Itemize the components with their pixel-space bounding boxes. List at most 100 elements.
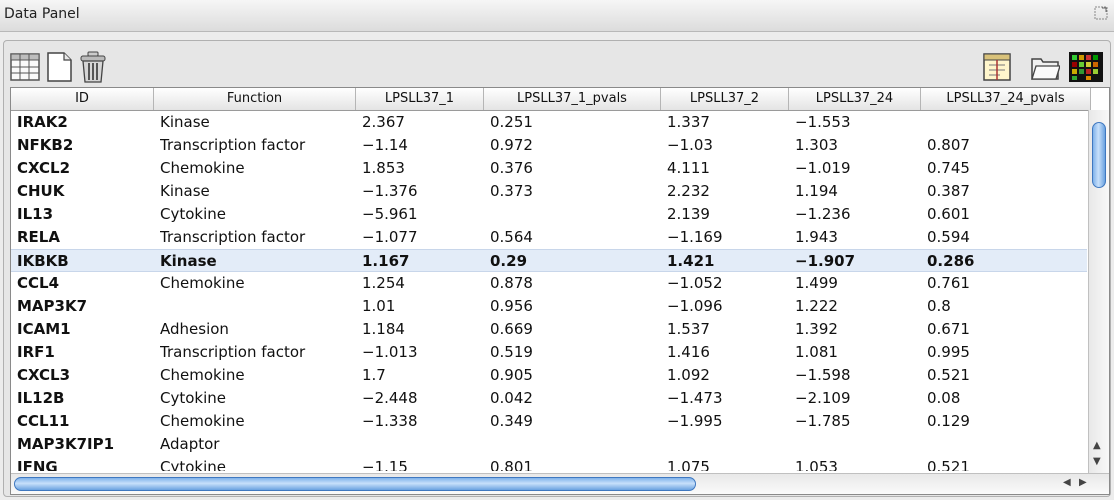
table-cell-lpsll37-1[interactable]: −1.376 — [362, 182, 418, 200]
table-cell-lpsll37-1[interactable]: 1.7 — [362, 366, 386, 384]
table-cell-lpsll37-1-pvals[interactable]: 0.669 — [490, 320, 533, 338]
scroll-right-arrow-icon[interactable]: ▶ — [1079, 477, 1087, 488]
table-cell-id[interactable]: CXCL2 — [17, 159, 71, 177]
table-cell-id[interactable]: ICAM1 — [17, 320, 71, 338]
table-cell-lpsll37-1-pvals[interactable] — [490, 433, 659, 456]
table-cell-lpsll37-1-pvals[interactable]: 0.373 — [490, 182, 533, 200]
table-row[interactable]: RELA Transcription factor −1.077 0.564 −1.16… — [11, 226, 1087, 249]
table-cell-lpsll37-1[interactable] — [362, 433, 482, 456]
scroll-left-arrow-icon[interactable]: ◀ — [1063, 477, 1071, 488]
table-cell-lpsll37-24-pvals[interactable]: 0.761 — [927, 274, 970, 292]
table-cell-lpsll37-24-pvals[interactable]: 0.601 — [927, 205, 970, 223]
table-cell-lpsll37-1-pvals[interactable]: 0.376 — [490, 159, 533, 177]
table-cell-lpsll37-24-pvals[interactable]: 0.995 — [927, 343, 970, 361]
table-cell-lpsll37-1[interactable]: −2.448 — [362, 389, 418, 407]
table-cell-lpsll37-24-pvals[interactable]: 0.8 — [927, 297, 951, 315]
table-cell-lpsll37-24[interactable]: −1.907 — [795, 252, 856, 270]
table-cell-lpsll37-1-pvals[interactable]: 0.251 — [490, 113, 533, 131]
table-cell-function[interactable]: Chemokine — [160, 366, 245, 384]
table-cell-lpsll37-1[interactable]: 1.184 — [362, 320, 405, 338]
table-cell-lpsll37-24[interactable]: 1.053 — [795, 458, 838, 471]
trash-icon[interactable] — [78, 50, 108, 84]
grid-icon[interactable] — [10, 50, 40, 84]
table-cell-lpsll37-24-pvals[interactable]: 0.286 — [927, 252, 975, 270]
table-cell-lpsll37-2[interactable]: −1.096 — [667, 297, 723, 315]
table-cell-function[interactable]: Transcription factor — [160, 343, 306, 361]
table-cell-lpsll37-1[interactable]: 1.254 — [362, 274, 405, 292]
table-cell-lpsll37-1-pvals[interactable] — [490, 203, 659, 226]
table-cell-function[interactable] — [160, 295, 354, 318]
table-cell-lpsll37-2[interactable]: −1.473 — [667, 389, 723, 407]
table-cell-lpsll37-1-pvals[interactable]: 0.349 — [490, 412, 533, 430]
table-cell-lpsll37-24-pvals[interactable]: 0.745 — [927, 159, 970, 177]
table-row[interactable]: CXCL3 Chemokine 1.7 0.905 1.092 −1.598 0.521 — [11, 364, 1087, 387]
column-header-function[interactable]: Function — [154, 88, 356, 110]
table-row[interactable]: CCL4 Chemokine 1.254 0.878 −1.052 1.499 0.761 — [11, 272, 1087, 295]
vertical-scrollbar[interactable]: ▲ ▼ — [1088, 110, 1109, 473]
table-cell-lpsll37-1-pvals[interactable]: 0.801 — [490, 458, 533, 471]
table-cell-lpsll37-24[interactable]: 1.222 — [795, 297, 838, 315]
table-cell-lpsll37-24[interactable]: 1.081 — [795, 343, 838, 361]
table-cell-function[interactable]: Chemokine — [160, 159, 245, 177]
table-cell-lpsll37-2[interactable]: −1.03 — [667, 136, 713, 154]
vertical-scroll-thumb[interactable] — [1092, 122, 1106, 188]
table-cell-lpsll37-2[interactable]: 1.416 — [667, 343, 710, 361]
column-header-lpsll37-24-pvals[interactable]: LPSLL37_24_pvals — [921, 88, 1091, 110]
table-cell-lpsll37-1-pvals[interactable]: 0.905 — [490, 366, 533, 384]
scroll-down-arrow-icon[interactable]: ▼ — [1093, 456, 1101, 467]
column-header-lpsll37-24[interactable]: LPSLL37_24 — [789, 88, 921, 110]
table-row[interactable]: IL12B Cytokine −2.448 0.042 −1.473 −2.109 0.08 — [11, 387, 1087, 410]
table-row[interactable]: MAP3K7IP1 Adaptor — [11, 433, 1087, 456]
table-row[interactable]: IRAK2 Kinase 2.367 0.251 1.337 −1.553 — [11, 111, 1087, 134]
table-cell-id[interactable]: IRAK2 — [17, 113, 68, 131]
table-cell-lpsll37-1[interactable]: 1.853 — [362, 159, 405, 177]
table-cell-id[interactable]: CHUK — [17, 182, 65, 200]
table-cell-lpsll37-1-pvals[interactable]: 0.972 — [490, 136, 533, 154]
table-cell-lpsll37-24[interactable]: 1.943 — [795, 228, 838, 246]
scroll-up-arrow-icon[interactable]: ▲ — [1093, 440, 1101, 451]
table-cell-lpsll37-1[interactable]: 1.167 — [362, 252, 410, 270]
table-cell-lpsll37-24[interactable]: −2.109 — [795, 389, 851, 407]
table-cell-id[interactable]: CXCL3 — [17, 366, 71, 384]
table-cell-lpsll37-24[interactable]: −1.236 — [795, 205, 851, 223]
table-cell-function[interactable]: Adhesion — [160, 320, 229, 338]
table-cell-lpsll37-24-pvals[interactable]: 0.521 — [927, 366, 970, 384]
table-cell-lpsll37-2[interactable]: −1.169 — [667, 228, 723, 246]
table-cell-lpsll37-1-pvals[interactable]: 0.519 — [490, 343, 533, 361]
table-cell-lpsll37-2[interactable]: 1.537 — [667, 320, 710, 338]
table-row[interactable]: IRF1 Transcription factor −1.013 0.519 1.416… — [11, 341, 1087, 364]
table-row[interactable]: NFKB2 Transcription factor −1.14 0.972 −1.03… — [11, 134, 1087, 157]
table-cell-function[interactable]: Kinase — [160, 182, 210, 200]
table-cell-function[interactable]: Kinase — [160, 252, 217, 270]
table-cell-lpsll37-2[interactable]: 2.232 — [667, 182, 710, 200]
table-cell-lpsll37-24-pvals[interactable]: 0.129 — [927, 412, 970, 430]
table-cell-lpsll37-1[interactable]: −1.14 — [362, 136, 408, 154]
table-cell-lpsll37-24-pvals[interactable]: 0.807 — [927, 136, 970, 154]
table-cell-lpsll37-24[interactable]: 1.194 — [795, 182, 838, 200]
table-cell-lpsll37-24-pvals[interactable]: 0.387 — [927, 182, 970, 200]
new-document-icon[interactable] — [44, 50, 74, 84]
table-cell-lpsll37-2[interactable]: −1.052 — [667, 274, 723, 292]
table-cell-lpsll37-24[interactable] — [795, 433, 919, 456]
table-row[interactable]: CXCL2 Chemokine 1.853 0.376 4.111 −1.019 0.745 — [11, 157, 1087, 180]
table-row[interactable]: MAP3K7 1.01 0.956 −1.096 1.222 0.8 — [11, 295, 1087, 318]
table-cell-lpsll37-1-pvals[interactable]: 0.042 — [490, 389, 533, 407]
table-cell-lpsll37-24[interactable]: 1.303 — [795, 136, 838, 154]
table-cell-lpsll37-1-pvals[interactable]: 0.878 — [490, 274, 533, 292]
folder-icon[interactable] — [1030, 50, 1060, 84]
table-cell-lpsll37-24[interactable]: −1.785 — [795, 412, 851, 430]
table-cell-lpsll37-2[interactable]: 4.111 — [667, 159, 710, 177]
column-header-lpsll37-2[interactable]: LPSLL37_2 — [661, 88, 789, 110]
table-cell-lpsll37-1[interactable]: −5.961 — [362, 205, 418, 223]
table-cell-lpsll37-24[interactable]: −1.019 — [795, 159, 851, 177]
column-header-id[interactable]: ID — [11, 88, 154, 110]
horizontal-scroll-thumb[interactable] — [14, 477, 696, 491]
table-cell-lpsll37-2[interactable] — [667, 433, 787, 456]
table-cell-id[interactable]: CCL4 — [17, 274, 60, 292]
heatmap-icon[interactable] — [1068, 50, 1104, 84]
table-row[interactable]: CHUK Kinase −1.376 0.373 2.232 1.194 0.387 — [11, 180, 1087, 203]
table-cell-lpsll37-24[interactable]: −1.553 — [795, 113, 851, 131]
table-cell-lpsll37-1-pvals[interactable]: 0.564 — [490, 228, 533, 246]
table-cell-function[interactable]: Cytokine — [160, 458, 226, 471]
table-cell-id[interactable]: CCL11 — [17, 412, 70, 430]
